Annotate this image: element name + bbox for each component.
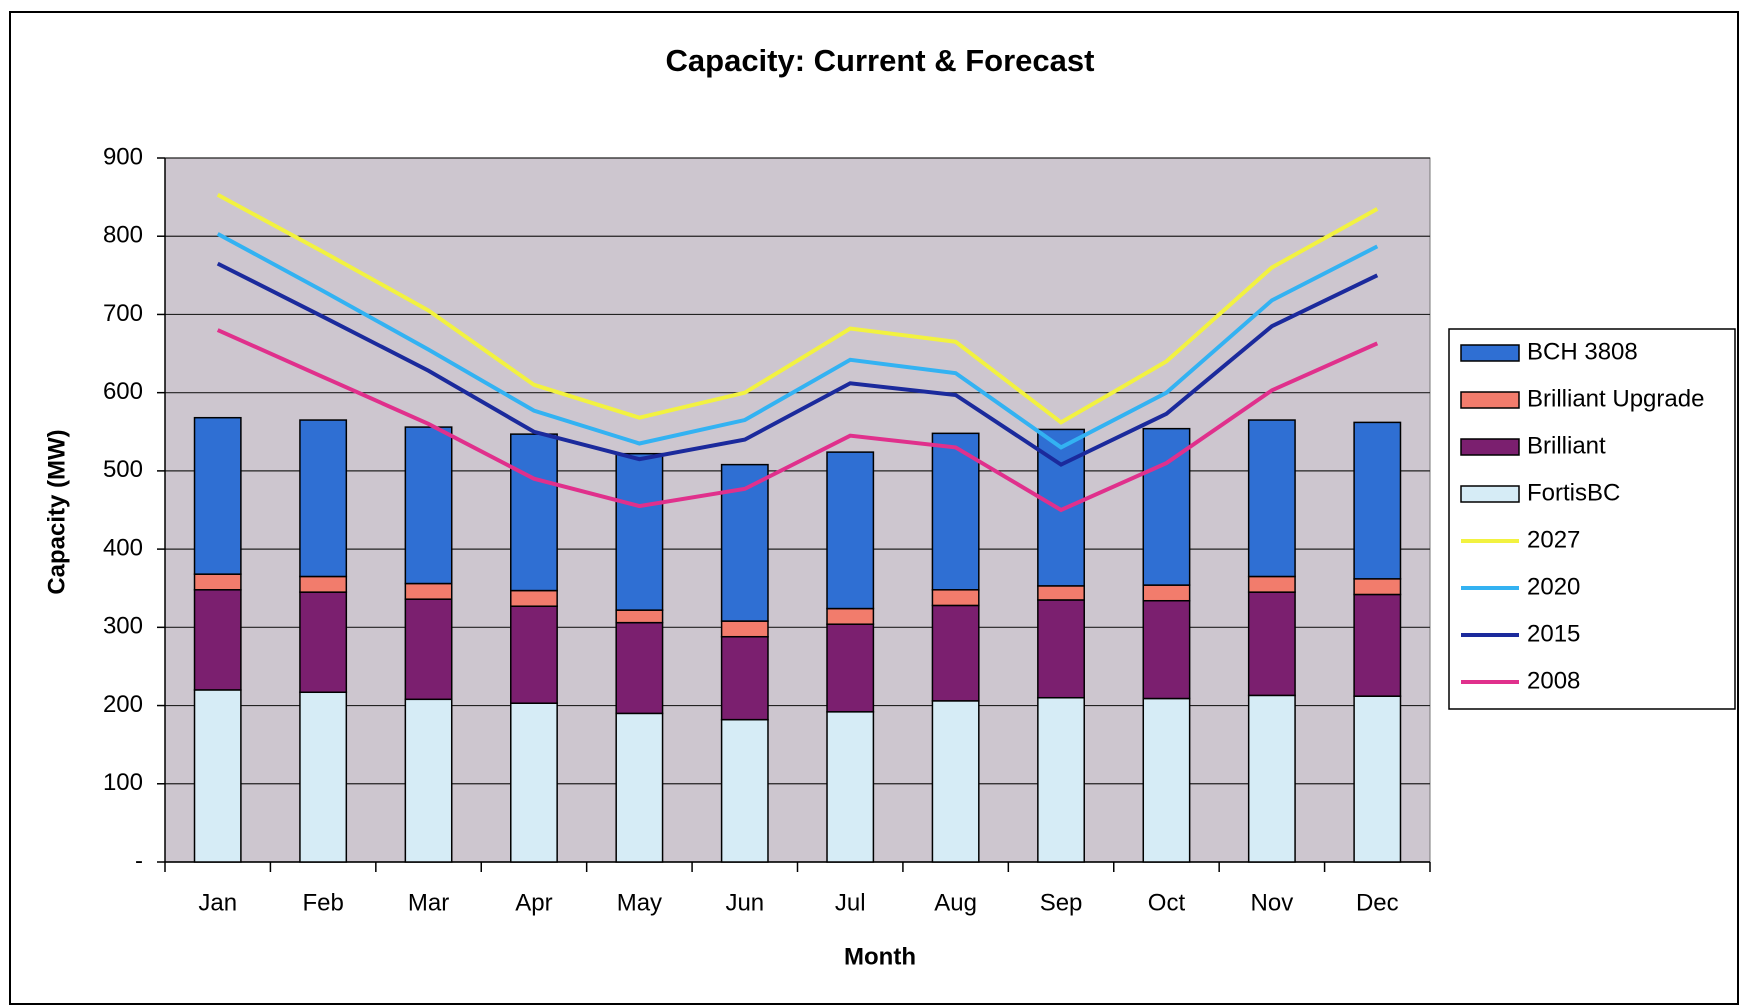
- bar-segment: [1353, 421, 1402, 580]
- line-series: [216, 328, 1379, 513]
- legend-label: 2008: [1527, 667, 1580, 694]
- x-tick-label: Apr: [515, 889, 552, 916]
- legend-swatch: [1460, 438, 1520, 456]
- line-series: [216, 261, 1379, 467]
- bar-segment: [1247, 591, 1296, 697]
- bar-segment: [510, 433, 558, 592]
- y-tick-label: 200: [103, 691, 143, 718]
- chart-title: Capacity: Current & Forecast: [666, 43, 1095, 78]
- bar-segment: [193, 573, 242, 591]
- bar-segment: [931, 604, 980, 702]
- bar-segment: [299, 691, 348, 863]
- bar-segment: [720, 718, 769, 863]
- legend-swatch: [1460, 485, 1520, 503]
- legend-label: Brilliant: [1527, 432, 1606, 459]
- bar-segment: [615, 621, 664, 715]
- bar-segment: [299, 591, 348, 694]
- bar-segment: [720, 635, 769, 721]
- bar-segment: [299, 419, 348, 578]
- legend-label: Brilliant Upgrade: [1527, 385, 1704, 412]
- y-tick-label: 100: [103, 769, 143, 796]
- bar-segment: [299, 575, 348, 593]
- x-tick-label: Jan: [198, 889, 237, 916]
- y-tick-label: 600: [103, 378, 143, 405]
- bar-segment: [404, 426, 453, 585]
- x-tick-label: Nov: [1251, 889, 1294, 916]
- bar-segment: [1247, 575, 1296, 593]
- bar-segment: [404, 582, 453, 600]
- bar-segment: [1247, 694, 1296, 863]
- bar-segment: [720, 620, 769, 638]
- y-axis-label: Capacity (MW): [43, 429, 70, 594]
- legend-label: 2027: [1527, 526, 1580, 553]
- legend-label: FortisBC: [1527, 479, 1620, 506]
- x-tick-label: Dec: [1356, 889, 1399, 916]
- bar-segment: [931, 700, 980, 863]
- y-tick-label: -: [135, 847, 143, 874]
- x-tick-label: Jul: [835, 889, 866, 916]
- bar-segment: [193, 416, 242, 575]
- y-tick-label: 700: [103, 300, 143, 327]
- bar-segment: [826, 711, 875, 863]
- bar-segment: [404, 598, 453, 701]
- bar-segment: [615, 452, 664, 611]
- x-tick-label: May: [617, 889, 662, 916]
- bar-segment: [826, 607, 875, 625]
- x-tick-label: Oct: [1148, 889, 1186, 916]
- legend-label: 2015: [1527, 620, 1580, 647]
- bar-segment: [615, 712, 664, 863]
- line-series: [216, 232, 1379, 450]
- x-tick-label: Sep: [1040, 889, 1083, 916]
- x-axis-label: Month: [844, 943, 916, 970]
- x-tick-label: Jun: [725, 889, 764, 916]
- plot-area: [164, 157, 1431, 863]
- legend-label: BCH 3808: [1527, 338, 1638, 365]
- bar-segment: [1037, 696, 1085, 863]
- y-tick-label: 900: [103, 143, 143, 170]
- bar-segment: [931, 432, 980, 591]
- bar-segment: [1353, 578, 1402, 596]
- bar-segment: [615, 609, 664, 624]
- x-tick-label: Feb: [302, 889, 343, 916]
- bar-segment: [510, 702, 558, 863]
- bar-segment: [510, 589, 558, 607]
- bar-segment: [826, 451, 875, 610]
- x-tick-label: Aug: [934, 889, 977, 916]
- bar-segment: [1142, 599, 1191, 700]
- bar-segment: [1142, 584, 1191, 602]
- bar-segment: [404, 698, 453, 863]
- bar-segment: [1353, 695, 1402, 863]
- legend-label: 2020: [1527, 573, 1580, 600]
- bar-segment: [1037, 599, 1085, 699]
- x-tick-label: Mar: [408, 889, 449, 916]
- bar-segment: [931, 589, 980, 607]
- bar-segment: [193, 689, 242, 863]
- y-tick-label: 400: [103, 534, 143, 561]
- legend-swatch: [1460, 391, 1520, 409]
- line-series: [216, 193, 1379, 425]
- bar-segment: [826, 623, 875, 713]
- bar-segment: [1037, 585, 1085, 601]
- bar-segment: [1247, 419, 1296, 578]
- legend-swatch: [1460, 344, 1520, 362]
- bar-segment: [193, 589, 242, 691]
- bar-segment: [1142, 697, 1191, 863]
- y-tick-label: 300: [103, 613, 143, 640]
- y-tick-label: 800: [103, 222, 143, 249]
- bar-segment: [1353, 593, 1402, 697]
- bar-segment: [510, 605, 558, 704]
- y-tick-label: 500: [103, 456, 143, 483]
